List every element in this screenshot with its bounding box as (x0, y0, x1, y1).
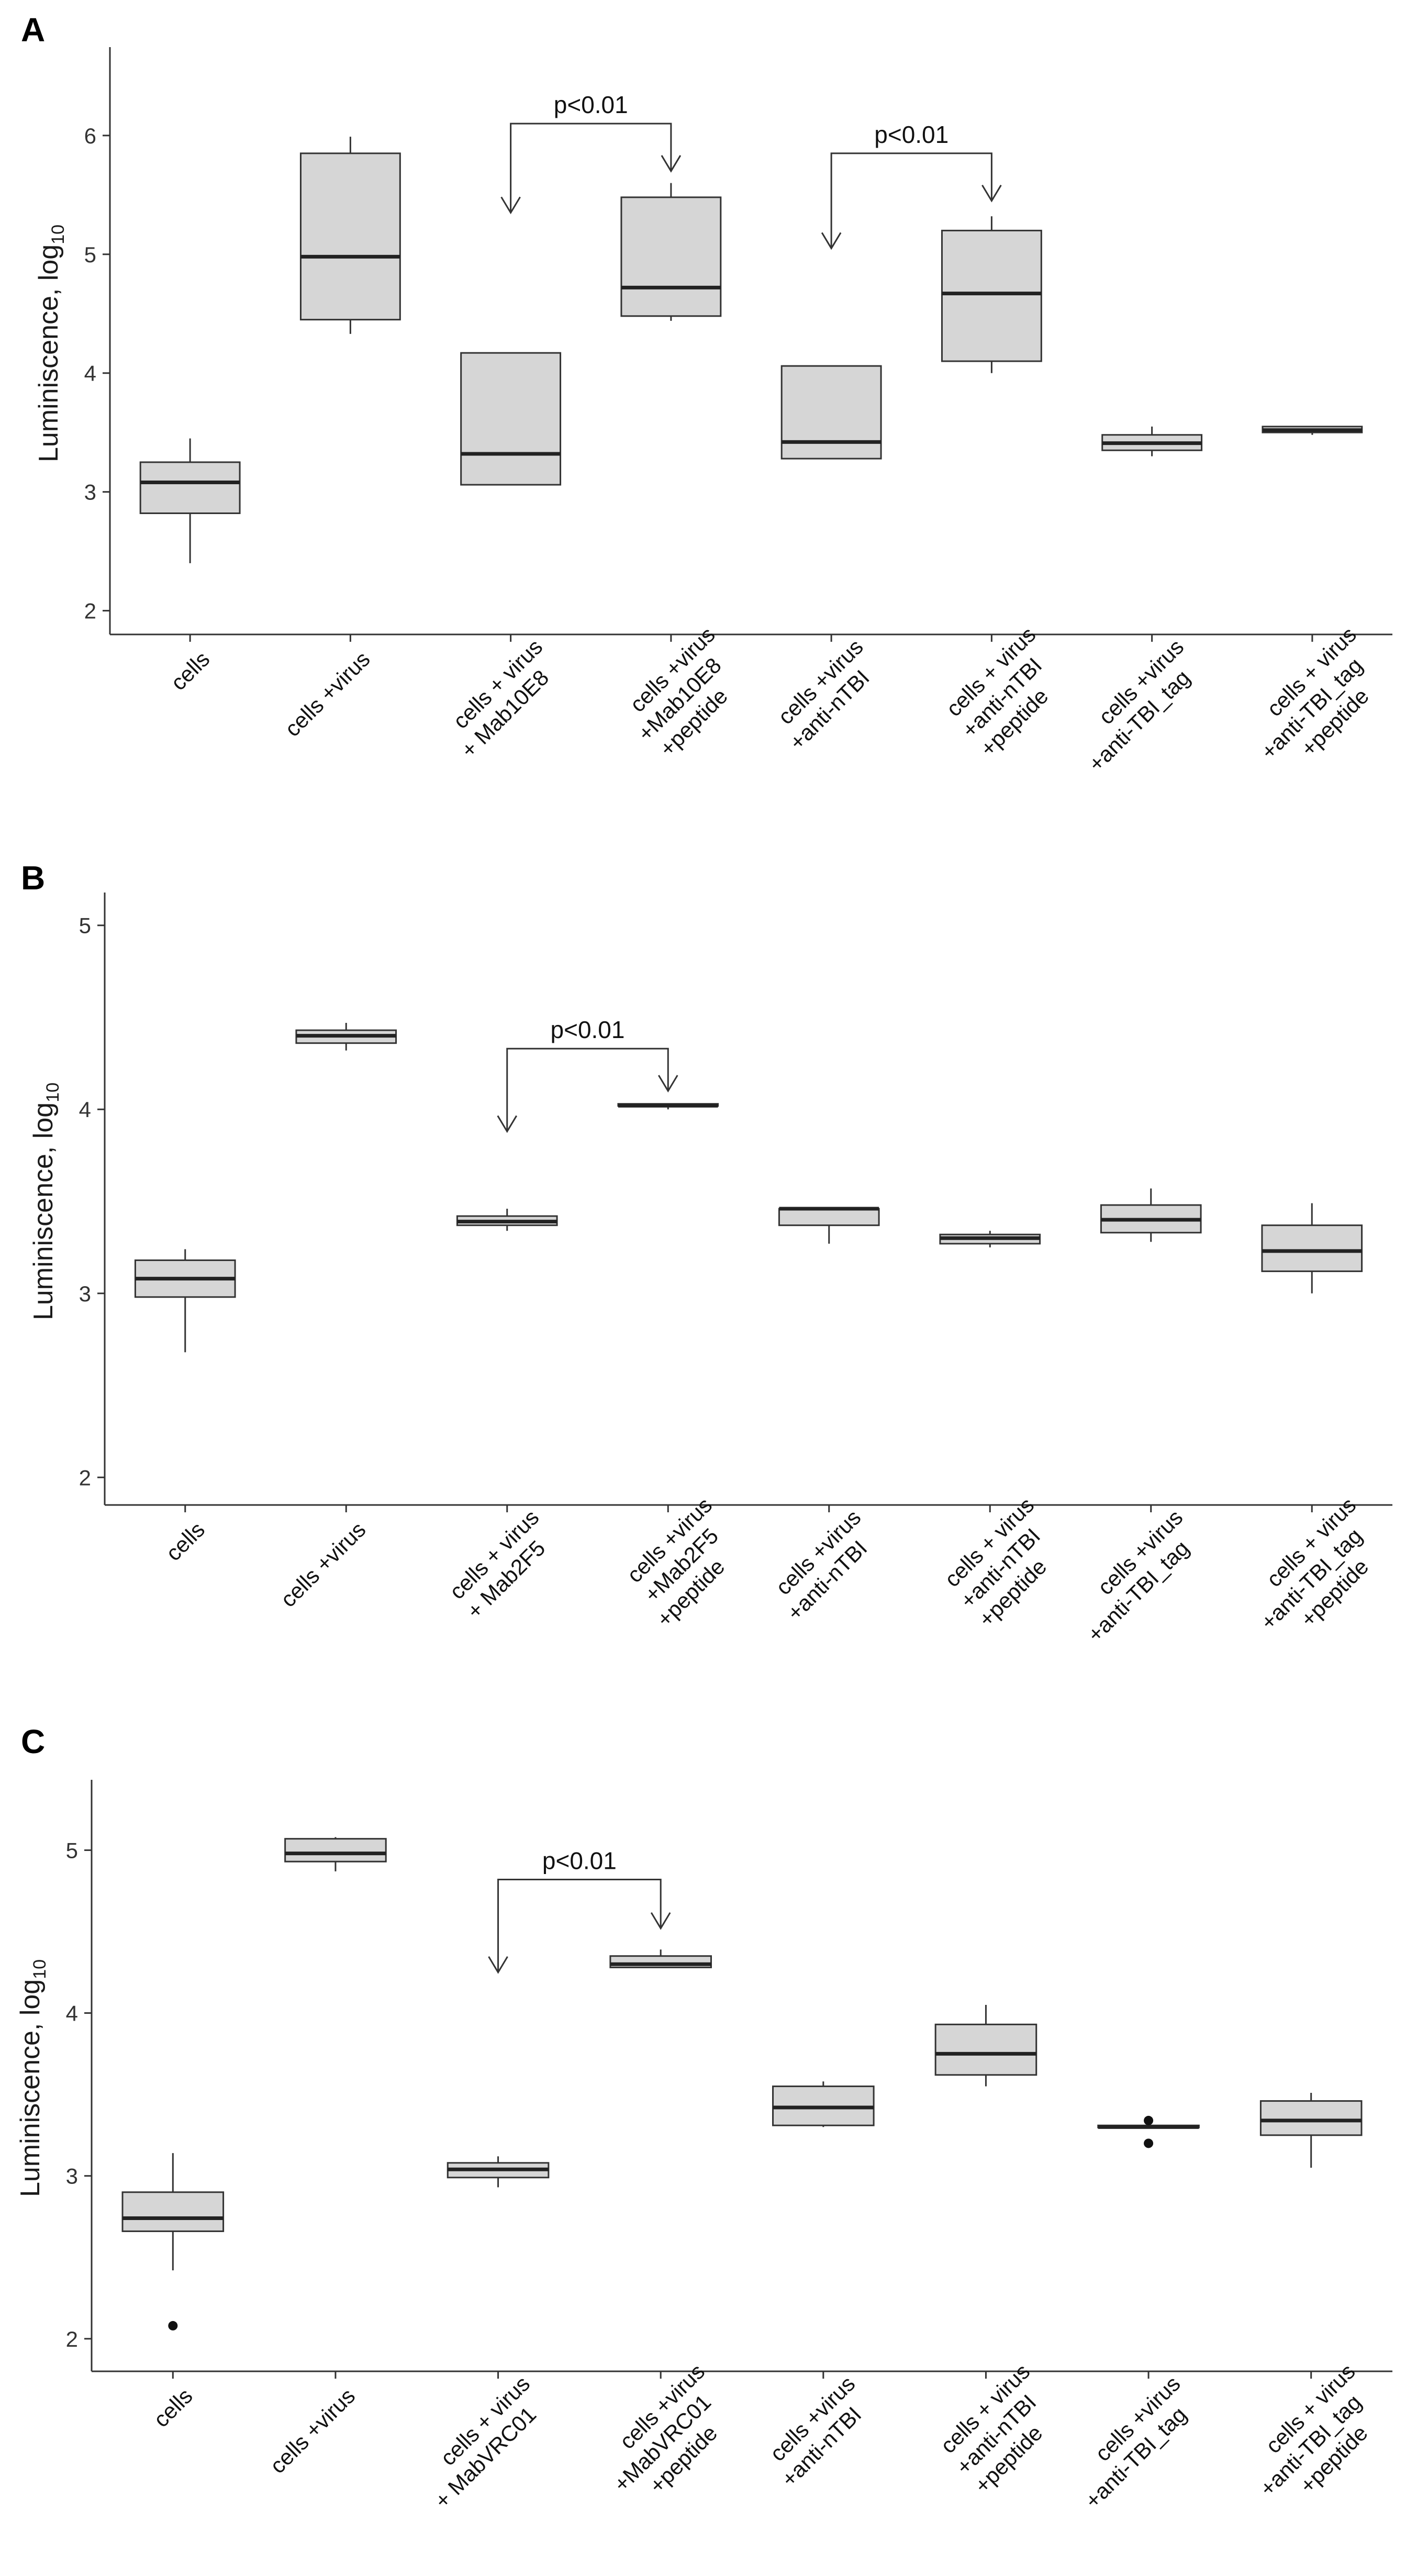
panel-a-category-label: cells +virus+Mab10E8+peptide (615, 622, 757, 764)
panel-a-category-label-line: cells (166, 646, 215, 695)
panel-a-box (460, 352, 562, 486)
panel-c-box (284, 1838, 387, 1863)
panel-c-y-axis-label-subscript: 10 (30, 1959, 50, 1979)
panel-c-category-label: cells +virus (265, 2383, 360, 2478)
panel-a-significance-bracket (830, 152, 992, 249)
panel-a-category-label: cells + virus+anti-nTBI+peptide (939, 622, 1077, 761)
panel-b-category-label: cells +virus+anti-nTBI (764, 1505, 884, 1625)
panel-a-letter: A (21, 11, 46, 49)
panel-b-category-label: cells + virus+anti-nTBI+peptide (937, 1492, 1076, 1631)
panel-a-category-label: cells + virus+anti-TBI_tag+peptide (1237, 622, 1398, 782)
panel-a-y-axis-label-subscript: 10 (48, 225, 68, 244)
panel-c-category-label: cells +virus+anti-TBI_tag (1062, 2371, 1203, 2513)
panel-c-category-label: cells +virus+MabVRC01+peptide (590, 2359, 746, 2515)
panel-a-p-value-label: p<0.01 (874, 121, 949, 148)
panel-c-category-label: cells + virus+anti-nTBI+peptide (933, 2359, 1072, 2497)
panel-a-bracket-arrow-right (981, 184, 1002, 203)
panel-c-category-label: cells + virus+anti-TBI_tag+peptide (1236, 2359, 1397, 2519)
panel-c-category-label: cells +virus+anti-nTBI (758, 2371, 878, 2492)
panel-c-outlier-point (1144, 2115, 1154, 2125)
panel-c-p-value-label: p<0.01 (542, 1847, 617, 1874)
panel-c-y-axis-label: Luminiscence, log10 (15, 1959, 50, 2197)
panel-b-category-label: cells + virus+anti-TBI_tag+peptide (1237, 1492, 1398, 1653)
panel-a-bracket-arrow-left (821, 232, 842, 250)
panel-a-y-tick-label: 4 (84, 361, 96, 386)
panel-b-category-label: cells +virus (276, 1517, 371, 1612)
panel-c-outlier-point (168, 2321, 178, 2330)
panel-c-category-label: cells (149, 2383, 197, 2432)
panel-c-y-tick-label: 2 (66, 2327, 78, 2351)
panel-a-category-label: cells +virus+anti-nTBI (766, 634, 886, 755)
panel-a-significance-bracket (510, 122, 672, 213)
panel-a-box (299, 152, 401, 321)
panel-a-p-value-label: p<0.01 (554, 91, 628, 118)
panel-a-y-tick-label: 5 (84, 242, 96, 267)
panel-b-category-label-line: cells +virus (276, 1517, 371, 1612)
panel-b-y-tick-label: 4 (79, 1097, 91, 1122)
panel-a-box (941, 229, 1042, 362)
panel-b-category-label: cells +virus+anti-TBI_tag (1064, 1505, 1206, 1647)
panel-b: B 2 3 4 5 Luminiscence, log10 p<0.01 cells cell… (0, 848, 1428, 1712)
panel-b-category-label: cells (161, 1517, 209, 1566)
panel-b-bracket-arrow-right (657, 1075, 678, 1093)
panel-a-y-tick-label: 2 (84, 599, 96, 623)
panel-a-category-label: cells +virus+anti-TBI_tag (1065, 634, 1207, 776)
panel-c-category-label: cells + virus+ MabVRC01 (411, 2371, 553, 2513)
panel-c-y-tick-label: 3 (66, 2164, 78, 2189)
panel-b-chart: 2 3 4 5 Luminiscence, log10 p<0.01 cells cells … (28, 893, 1398, 1653)
panel-c-box (121, 2191, 225, 2232)
panel-b-y-tick-label: 2 (79, 1465, 91, 1490)
panel-b-significance-bracket (506, 1047, 669, 1132)
panel-c-y-axis-label-main: Luminiscence, log (15, 1979, 46, 2197)
panel-b-category-label: cells +virus+Mab2F5+peptide (615, 1492, 754, 1631)
panel-b-letter: B (21, 859, 46, 897)
panel-c-y-tick-label: 4 (66, 2001, 78, 2026)
panel-c-bracket-arrow-right (650, 1912, 671, 1930)
panel-b-category-label-line: cells (161, 1517, 209, 1566)
panel-c-box (1259, 2100, 1363, 2136)
panel-b-y-axis-label: Luminiscence, log10 (28, 1083, 63, 1320)
panel-a-bracket-arrow-left (500, 196, 521, 215)
panel-a-y-axis-label-main: Luminiscence, log (34, 244, 64, 462)
panel-a-category-label-line: cells +virus (280, 646, 375, 741)
panel-c-box (934, 2023, 1037, 2076)
panel-a-box (620, 196, 722, 317)
panel-c-chart: 2 3 4 5 Luminiscence, log10 p<0.01 cells cells … (15, 1780, 1397, 2519)
panel-a: A 2 3 4 5 6 Luminiscence, log10 p<0.01 p<0.01 ce… (0, 0, 1428, 848)
panel-b-bracket-arrow-left (497, 1115, 518, 1133)
panel-c-y-tick-label: 5 (66, 1838, 78, 1863)
panel-b-box (778, 1208, 880, 1226)
panel-b-y-tick-label: 3 (79, 1281, 91, 1306)
panel-a-y-axis-label: Luminiscence, log10 (34, 225, 68, 462)
panel-c-category-label-line: cells +virus (265, 2383, 360, 2478)
panel-a-category-label: cells +virus (280, 646, 375, 741)
panel-a-category-label: cells + virus+ Mab10E8 (438, 634, 566, 763)
panel-b-y-axis-label-subscript: 10 (43, 1083, 63, 1102)
panel-b-p-value-label: p<0.01 (551, 1016, 625, 1043)
panel-a-y-tick-label: 3 (84, 480, 96, 505)
panel-c: C 2 3 4 5 Luminiscence, log10 p<0.01 cells cell… (0, 1712, 1428, 2576)
panel-c-bracket-arrow-left (488, 1956, 508, 1974)
panel-b-box (1261, 1224, 1363, 1273)
panel-b-category-label: cells + virus+ Mab2F5 (443, 1505, 562, 1623)
panel-a-chart: 2 3 4 5 6 Luminiscence, log10 p<0.01 p<0.01 cell… (34, 47, 1398, 782)
panel-a-box (139, 461, 241, 515)
panel-b-y-tick-label: 5 (79, 913, 91, 938)
panel-b-y-axis-label-main: Luminiscence, log (28, 1102, 59, 1320)
panel-a-y-tick-label: 6 (84, 124, 96, 148)
panel-a-category-label: cells (166, 646, 215, 695)
panel-c-significance-bracket (497, 1878, 662, 1972)
panel-c-letter: C (21, 1723, 46, 1760)
panel-c-outlier-point (1144, 2138, 1154, 2148)
panel-c-category-label-line: cells (149, 2383, 197, 2432)
panel-a-bracket-arrow-right (661, 155, 682, 173)
panel-a-box (780, 365, 882, 460)
